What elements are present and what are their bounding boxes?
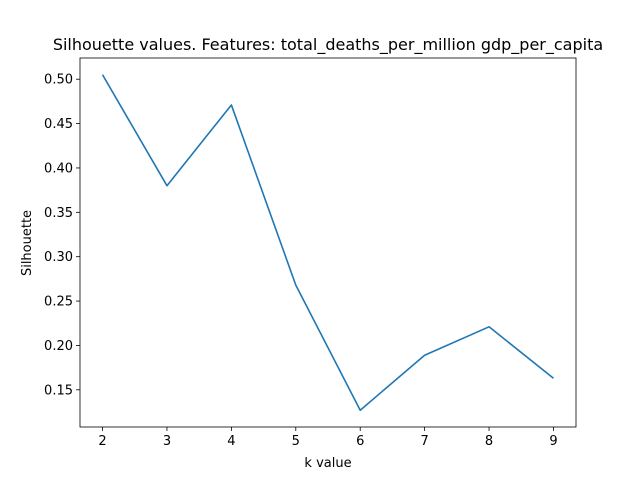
y-tick-label: 0.45 [44, 117, 73, 132]
x-tick-label: 8 [485, 434, 493, 449]
x-tick-label: 2 [98, 434, 106, 449]
plot-frame [79, 57, 577, 428]
y-tick-label: 0.35 [44, 206, 73, 221]
series-line [101, 74, 554, 412]
x-tick-label: 7 [420, 434, 428, 449]
y-tick-label: 0.30 [44, 250, 73, 265]
y-tick-label: 0.40 [44, 161, 73, 176]
x-tick-label: 9 [549, 434, 557, 449]
y-tick-label: 0.15 [44, 383, 73, 398]
y-tick-label: 0.25 [44, 295, 73, 310]
plot-area: 2 3 4 5 6 7 8 9 0.15 0.20 0.25 0.30 0.35 0.40 0.45 0.50 [44, 57, 577, 449]
y-axis-label: Silhouette [20, 210, 35, 276]
x-tick-label: 6 [356, 434, 364, 449]
x-axis-label: k value [304, 456, 351, 471]
x-tick-label: 4 [227, 434, 235, 449]
x-tick-label: 5 [292, 434, 300, 449]
y-tick-label: 0.50 [44, 73, 73, 88]
chart-title: Silhouette values. Features: total_death… [53, 35, 603, 55]
y-tick-label: 0.20 [44, 339, 73, 354]
x-tick-label: 3 [163, 434, 171, 449]
